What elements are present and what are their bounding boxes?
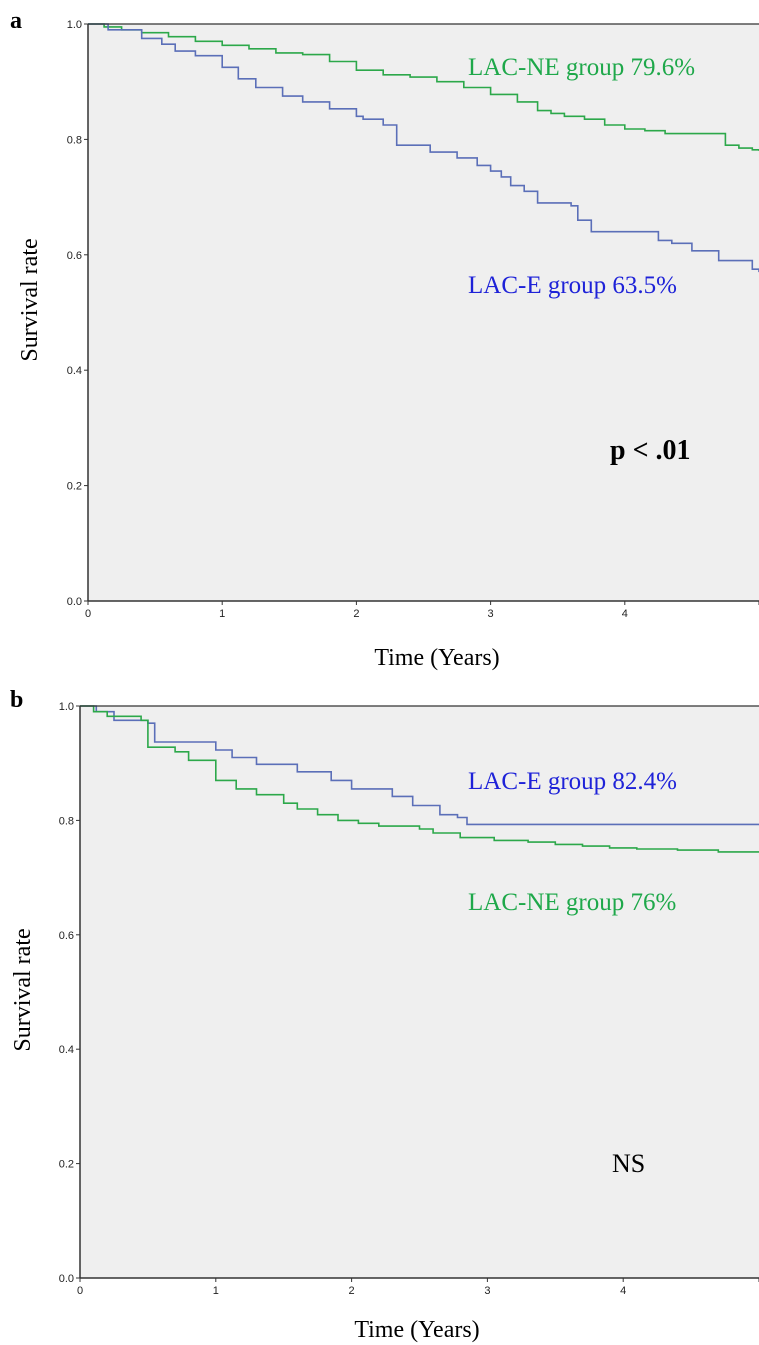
panel-a-series bbox=[88, 23, 759, 273]
panel-b-y-tick-label: 0.0 bbox=[59, 1273, 74, 1285]
panel-b: b 0.00.20.40.60.81.0012345 LAC-E group 8… bbox=[10, 687, 759, 1343]
panel-a-y-tick-label: 0.2 bbox=[67, 481, 82, 493]
panel-a-plot-area bbox=[88, 24, 759, 601]
panel-b-series-lac-ne-line bbox=[80, 705, 759, 853]
panel-a-axes: 0.00.20.40.60.81.0012345 bbox=[67, 19, 759, 620]
panel-b-label-lac-ne: LAC-NE group 76% bbox=[468, 889, 676, 916]
panel-a: a 0.00.20.40.60.81.0012345 LAC-NE group … bbox=[10, 8, 759, 671]
panel-b-x-tick-label: 0 bbox=[77, 1285, 83, 1297]
panel-a-y-tick-label: 1.0 bbox=[67, 19, 82, 31]
panel-b-label-lac-e: LAC-E group 82.4% bbox=[468, 768, 677, 795]
panel-a-y-tick-label: 0.4 bbox=[67, 365, 82, 377]
panel-b-x-axis-label: Time (Years) bbox=[354, 1317, 479, 1343]
panel-a-x-tick-label: 1 bbox=[219, 608, 225, 620]
panel-b-y-axis-label: Survival rate bbox=[10, 928, 36, 1051]
panel-a-series-lac-ne-line bbox=[88, 23, 759, 151]
panel-a-y-axis-label: Survival rate bbox=[17, 238, 43, 361]
panel-b-x-tick-label: 1 bbox=[213, 1285, 219, 1297]
panel-a-x-tick-label: 0 bbox=[85, 608, 91, 620]
panel-b-y-tick-label: 0.2 bbox=[59, 1159, 74, 1171]
panel-b-series bbox=[80, 705, 759, 853]
panel-b-ns-annotation: NS bbox=[612, 1149, 645, 1178]
panel-b-y-tick-label: 0.4 bbox=[59, 1044, 74, 1056]
panel-a-x-tick-label: 4 bbox=[622, 608, 628, 620]
panel-a-y-tick-label: 0.0 bbox=[67, 596, 82, 608]
panel-b-plot-area bbox=[80, 706, 759, 1278]
panel-a-p-value: p < .01 bbox=[610, 435, 691, 466]
panel-a-x-axis-label: Time (Years) bbox=[374, 645, 499, 671]
panel-b-axes: 0.00.20.40.60.81.0012345 bbox=[59, 701, 759, 1297]
panel-b-x-tick-label: 4 bbox=[620, 1285, 626, 1297]
panel-a-x-tick-label: 2 bbox=[353, 608, 359, 620]
panel-a-series-lac-e-line bbox=[88, 23, 759, 273]
panel-b-y-tick-label: 0.8 bbox=[59, 815, 74, 827]
panel-a-y-tick-label: 0.6 bbox=[67, 250, 82, 262]
panel-a-y-tick-label: 0.8 bbox=[67, 134, 82, 146]
panel-b-label: b bbox=[10, 687, 23, 713]
panel-a-label: a bbox=[10, 8, 22, 34]
panel-b-x-tick-label: 2 bbox=[349, 1285, 355, 1297]
panel-b-y-tick-label: 1.0 bbox=[59, 701, 74, 713]
panel-a-x-tick-label: 3 bbox=[488, 608, 494, 620]
panel-b-y-tick-label: 0.6 bbox=[59, 930, 74, 942]
panel-b-x-tick-label: 3 bbox=[484, 1285, 490, 1297]
panel-a-label-lac-ne: LAC-NE group 79.6% bbox=[468, 54, 695, 81]
panel-a-label-lac-e: LAC-E group 63.5% bbox=[468, 272, 677, 299]
